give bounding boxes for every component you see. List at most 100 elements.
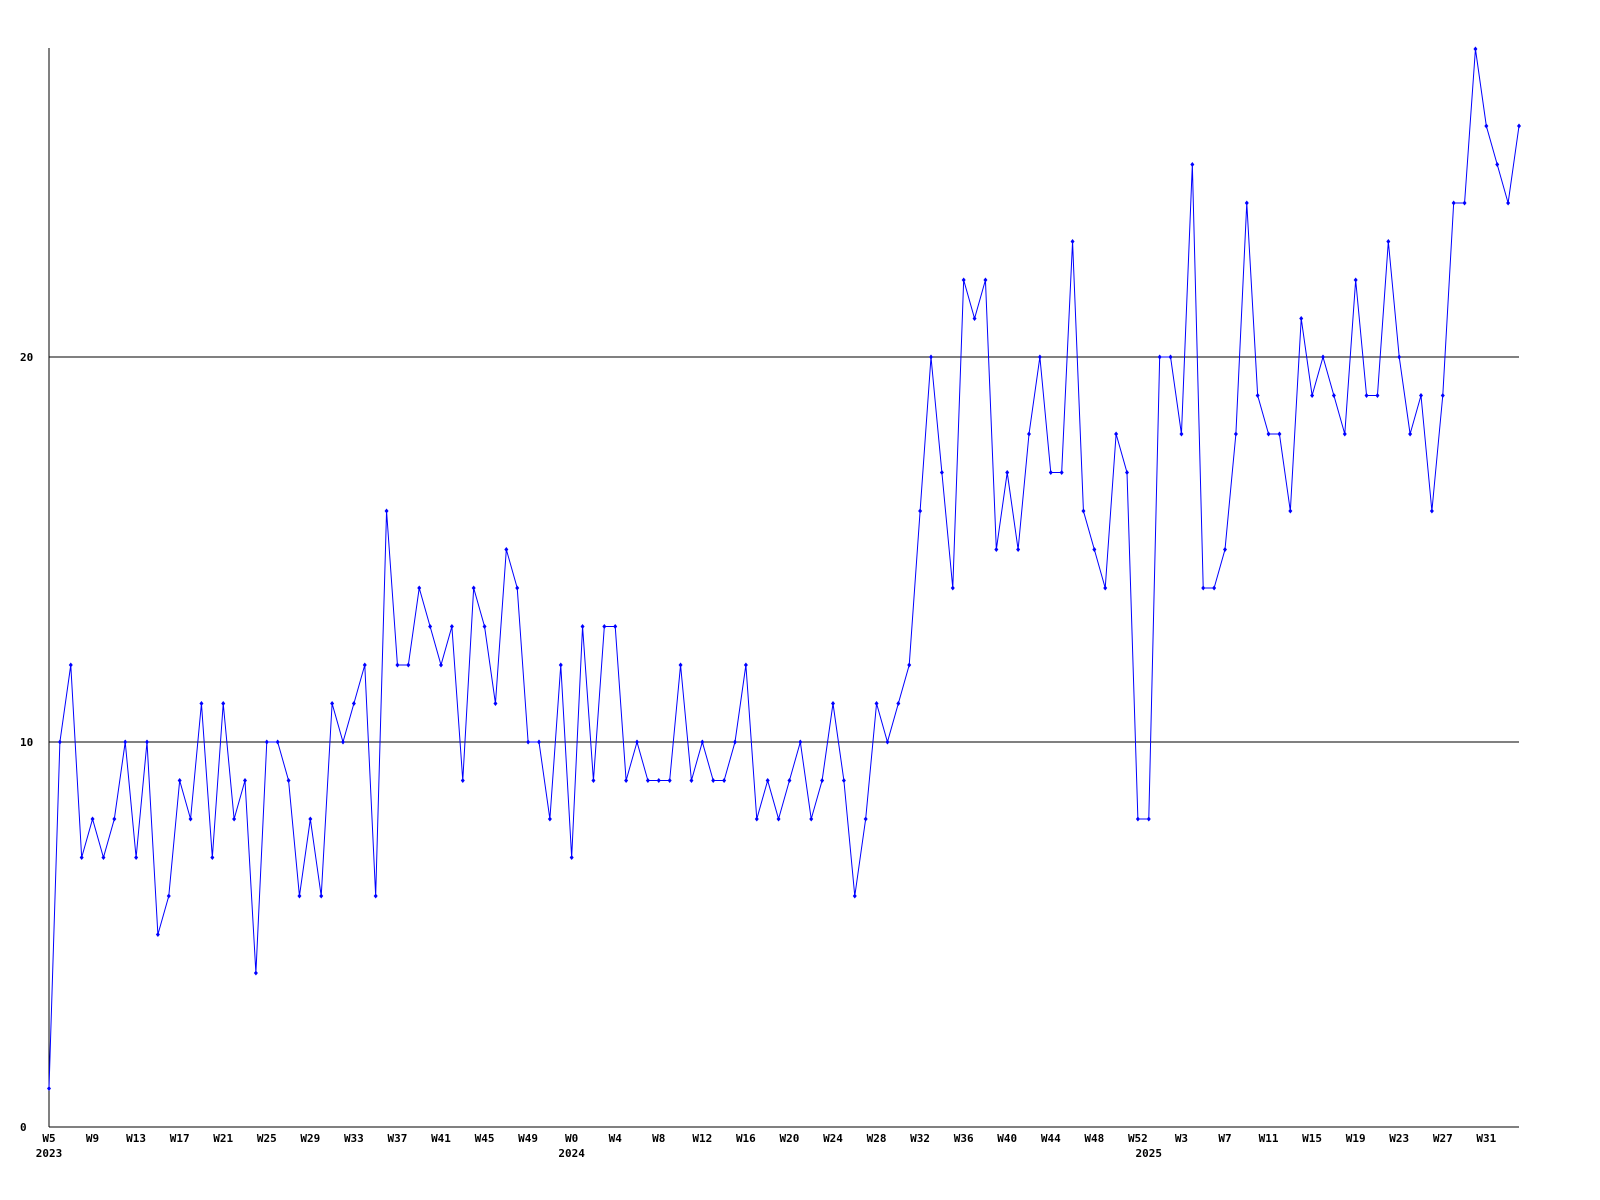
data-point (232, 816, 237, 822)
x-year-label: 2024 (558, 1147, 585, 1160)
data-point (1277, 431, 1282, 437)
data-point (449, 624, 454, 629)
x-tick-label: W24 (823, 1132, 843, 1145)
data-point (1506, 200, 1511, 206)
data-point (1103, 585, 1108, 591)
data-point (1397, 354, 1402, 360)
data-line (48, 48, 1520, 1089)
data-point (123, 739, 128, 745)
x-tick-label: W5 (42, 1132, 55, 1145)
data-point (645, 778, 650, 783)
data-point (580, 624, 585, 629)
data-point (526, 739, 531, 745)
data-point (743, 662, 748, 668)
data-point (188, 816, 193, 822)
data-point (1495, 162, 1500, 167)
data-point (537, 739, 541, 745)
data-point (384, 508, 389, 514)
data-point (667, 778, 672, 783)
data-point (950, 585, 955, 591)
data-point (1375, 393, 1380, 398)
data-point (1386, 239, 1391, 244)
data-point (1027, 431, 1031, 437)
data-point (918, 508, 923, 514)
x-tick-label: W31 (1476, 1132, 1496, 1145)
data-point (1157, 354, 1162, 360)
data-point (874, 701, 879, 706)
data-point (1321, 354, 1325, 360)
data-point (1016, 547, 1021, 552)
data-point (1429, 508, 1434, 514)
data-point (852, 893, 857, 899)
x-tick-label: W45 (475, 1132, 495, 1145)
data-point (809, 816, 814, 822)
data-point (210, 855, 215, 860)
data-point (841, 778, 846, 783)
x-tick-label: W36 (954, 1132, 974, 1145)
x-tick-label: W44 (1041, 1132, 1061, 1145)
data-point (155, 932, 160, 937)
y-tick-label: 0 (20, 1121, 27, 1134)
data-point (776, 816, 781, 822)
data-point (1440, 393, 1445, 398)
data-point (395, 662, 400, 668)
x-tick-label: W0 (565, 1132, 578, 1145)
data-point (166, 893, 171, 899)
data-point (1353, 277, 1358, 283)
data-point (972, 316, 977, 321)
x-tick-label: W15 (1302, 1132, 1322, 1145)
x-tick-label: W23 (1389, 1132, 1409, 1145)
x-tick-label: W17 (170, 1132, 190, 1145)
x-tick-label: W3 (1175, 1132, 1188, 1145)
data-point (1190, 162, 1195, 167)
data-point (722, 778, 727, 783)
data-point (297, 893, 302, 899)
x-tick-label: W28 (867, 1132, 887, 1145)
data-point (341, 739, 345, 745)
data-point (221, 701, 226, 706)
x-tick-label: W19 (1346, 1132, 1366, 1145)
data-point (1266, 431, 1271, 437)
data-point (1212, 585, 1217, 591)
data-point (1081, 508, 1086, 514)
data-point (1299, 316, 1304, 321)
data-point (1364, 393, 1369, 398)
x-tick-label: W29 (300, 1132, 320, 1145)
data-point (1179, 431, 1184, 437)
data-point (1419, 393, 1423, 398)
data-point (983, 277, 988, 283)
data-point (417, 585, 422, 591)
data-point (591, 778, 596, 783)
data-point (1048, 470, 1053, 475)
data-point (1244, 200, 1249, 206)
data-point (754, 816, 759, 822)
data-point (493, 701, 498, 706)
data-point (1462, 200, 1467, 206)
data-point (406, 662, 411, 668)
data-point (199, 701, 204, 706)
x-year-label: 2025 (1136, 1147, 1163, 1160)
x-tick-label: W9 (86, 1132, 99, 1145)
data-point (1331, 393, 1336, 398)
data-point (134, 855, 139, 860)
data-point (787, 778, 792, 783)
x-tick-label: W27 (1433, 1132, 1453, 1145)
data-point (90, 816, 95, 822)
x-tick-label: W33 (344, 1132, 364, 1145)
x-tick-label: W20 (780, 1132, 800, 1145)
data-point (47, 1086, 51, 1091)
x-tick-label: W52 (1128, 1132, 1148, 1145)
data-point (428, 624, 433, 629)
data-point (101, 855, 106, 860)
data-point (907, 662, 912, 668)
x-tick-label: W13 (126, 1132, 146, 1145)
data-point (689, 778, 694, 783)
x-tick-label: W49 (518, 1132, 538, 1145)
data-point (319, 893, 324, 899)
data-point (1451, 200, 1456, 206)
data-point (1223, 547, 1227, 552)
data-point (678, 662, 683, 668)
x-tick-label: W40 (997, 1132, 1017, 1145)
data-point (515, 585, 520, 591)
